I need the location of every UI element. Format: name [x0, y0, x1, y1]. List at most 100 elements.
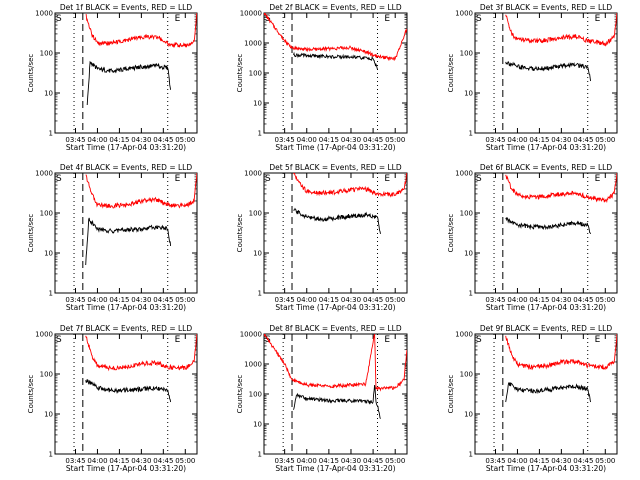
- events-series-line: [293, 207, 381, 234]
- y-tick-label: 1000: [244, 40, 262, 48]
- plot-frame: [474, 12, 618, 134]
- plot-frame: [263, 333, 408, 455]
- y-tick-label: 10000: [240, 10, 262, 18]
- y-axis-label: Counts/sec: [236, 214, 244, 253]
- x-tick-label: 04:00: [297, 296, 317, 304]
- x-tick-label: 05:00: [175, 296, 195, 304]
- chart-panel: Det 2f BLACK = Events, RED = LLD 1 10 100 10…: [236, 3, 408, 152]
- x-tick-label: 05:00: [385, 457, 405, 465]
- x-tick-label: 04:45: [363, 457, 383, 465]
- x-tick-label: 05:00: [385, 136, 405, 144]
- lld-series-line: [85, 173, 197, 209]
- y-axis-label: Counts/sec: [27, 54, 35, 93]
- y-axis-label: Counts/sec: [447, 214, 455, 253]
- y-tick-label: 100: [249, 391, 262, 399]
- x-axis-label: Start Time (17-Apr-04 03:31:20): [66, 464, 186, 473]
- start-marker: S: [56, 14, 62, 24]
- y-tick-label: 1: [469, 451, 473, 459]
- x-tick-label: 03:45: [485, 136, 505, 144]
- x-tick-label: 04:45: [573, 457, 593, 465]
- plot-frame: [474, 172, 618, 294]
- plot-frame: [54, 12, 198, 134]
- x-axis-label: Start Time (17-Apr-04 03:31:20): [275, 464, 395, 473]
- events-series-line: [85, 379, 172, 403]
- start-marker: S: [476, 335, 482, 345]
- x-tick-label: 05:00: [595, 136, 615, 144]
- x-tick-label: 04:15: [319, 457, 339, 465]
- y-tick-label: 10000: [240, 331, 262, 339]
- x-tick-label: 04:15: [109, 136, 129, 144]
- y-tick-label: 1000: [455, 331, 473, 339]
- y-tick-label: 1: [469, 130, 473, 138]
- end-marker: E: [384, 335, 390, 345]
- x-tick-label: 04:15: [109, 296, 129, 304]
- y-tick-label: 100: [40, 371, 53, 379]
- y-tick-label: 1000: [455, 170, 473, 178]
- plot-frame: [474, 333, 618, 455]
- x-tick-label: 04:45: [363, 136, 383, 144]
- y-tick-label: 1000: [244, 361, 262, 369]
- x-tick-label: 04:15: [319, 136, 339, 144]
- plot-frame: [263, 12, 408, 134]
- events-series-line: [293, 51, 378, 70]
- x-tick-label: 03:45: [275, 296, 295, 304]
- events-series-line: [85, 217, 172, 266]
- end-marker: E: [384, 174, 390, 184]
- chart-title: Det 5f BLACK = Events, RED = LLD: [269, 163, 402, 172]
- x-tick-label: 03:45: [485, 457, 505, 465]
- y-tick-label: 100: [40, 210, 53, 218]
- y-tick-label: 1: [469, 290, 473, 298]
- x-tick-label: 04:00: [507, 457, 527, 465]
- x-tick-label: 04:30: [131, 136, 151, 144]
- y-tick-label: 1: [49, 290, 53, 298]
- x-tick-label: 04:15: [109, 457, 129, 465]
- x-axis-label: Start Time (17-Apr-04 03:31:20): [275, 143, 395, 152]
- chart-panel: Det 7f BLACK = Events, RED = LLD 1 10 100 10…: [27, 324, 198, 473]
- x-tick-label: 05:00: [175, 457, 195, 465]
- x-axis-label: Start Time (17-Apr-04 03:31:20): [486, 464, 606, 473]
- chart-panel: Det 3f BLACK = Events, RED = LLD 1 10 100 10…: [447, 3, 618, 152]
- y-tick-label: 1: [49, 130, 53, 138]
- x-tick-label: 04:00: [87, 457, 107, 465]
- start-marker: S: [265, 174, 271, 184]
- y-tick-label: 1000: [455, 10, 473, 18]
- x-tick-label: 04:00: [297, 457, 317, 465]
- y-tick-label: 1000: [35, 331, 53, 339]
- x-tick-label: 03:45: [275, 136, 295, 144]
- x-tick-label: 04:45: [573, 296, 593, 304]
- x-tick-label: 03:45: [65, 136, 85, 144]
- y-tick-label: 1000: [35, 10, 53, 18]
- y-tick-label: 1: [258, 130, 262, 138]
- plot-frame: [54, 172, 198, 294]
- x-tick-label: 04:00: [507, 136, 527, 144]
- x-tick-label: 03:45: [485, 296, 505, 304]
- x-tick-label: 04:00: [297, 136, 317, 144]
- y-tick-label: 10: [44, 250, 53, 258]
- end-marker: E: [384, 14, 390, 24]
- y-tick-label: 10: [253, 100, 262, 108]
- lld-series-line: [264, 13, 407, 62]
- end-marker: E: [175, 174, 181, 184]
- y-tick-label: 10: [44, 411, 53, 419]
- lld-series-line: [85, 13, 197, 49]
- x-tick-label: 05:00: [175, 136, 195, 144]
- x-tick-label: 04:00: [87, 136, 107, 144]
- y-tick-label: 1: [49, 451, 53, 459]
- y-tick-label: 100: [460, 50, 473, 58]
- x-tick-label: 03:45: [65, 457, 85, 465]
- chart-title: Det 6f BLACK = Events, RED = LLD: [480, 163, 613, 172]
- events-series-line: [293, 384, 381, 419]
- start-marker: S: [476, 14, 482, 24]
- y-tick-label: 10: [464, 250, 473, 258]
- x-tick-label: 04:30: [341, 296, 361, 304]
- y-tick-label: 10: [253, 250, 262, 258]
- y-tick-label: 10: [44, 90, 53, 98]
- y-axis-label: Counts/sec: [236, 375, 244, 414]
- chart-title: Det 8f BLACK = Events, RED = LLD: [269, 324, 402, 333]
- x-tick-label: 04:15: [319, 296, 339, 304]
- x-tick-label: 04:45: [573, 136, 593, 144]
- x-tick-label: 04:15: [529, 136, 549, 144]
- x-tick-label: 04:30: [551, 296, 571, 304]
- y-tick-label: 10: [253, 421, 262, 429]
- y-tick-label: 10: [464, 411, 473, 419]
